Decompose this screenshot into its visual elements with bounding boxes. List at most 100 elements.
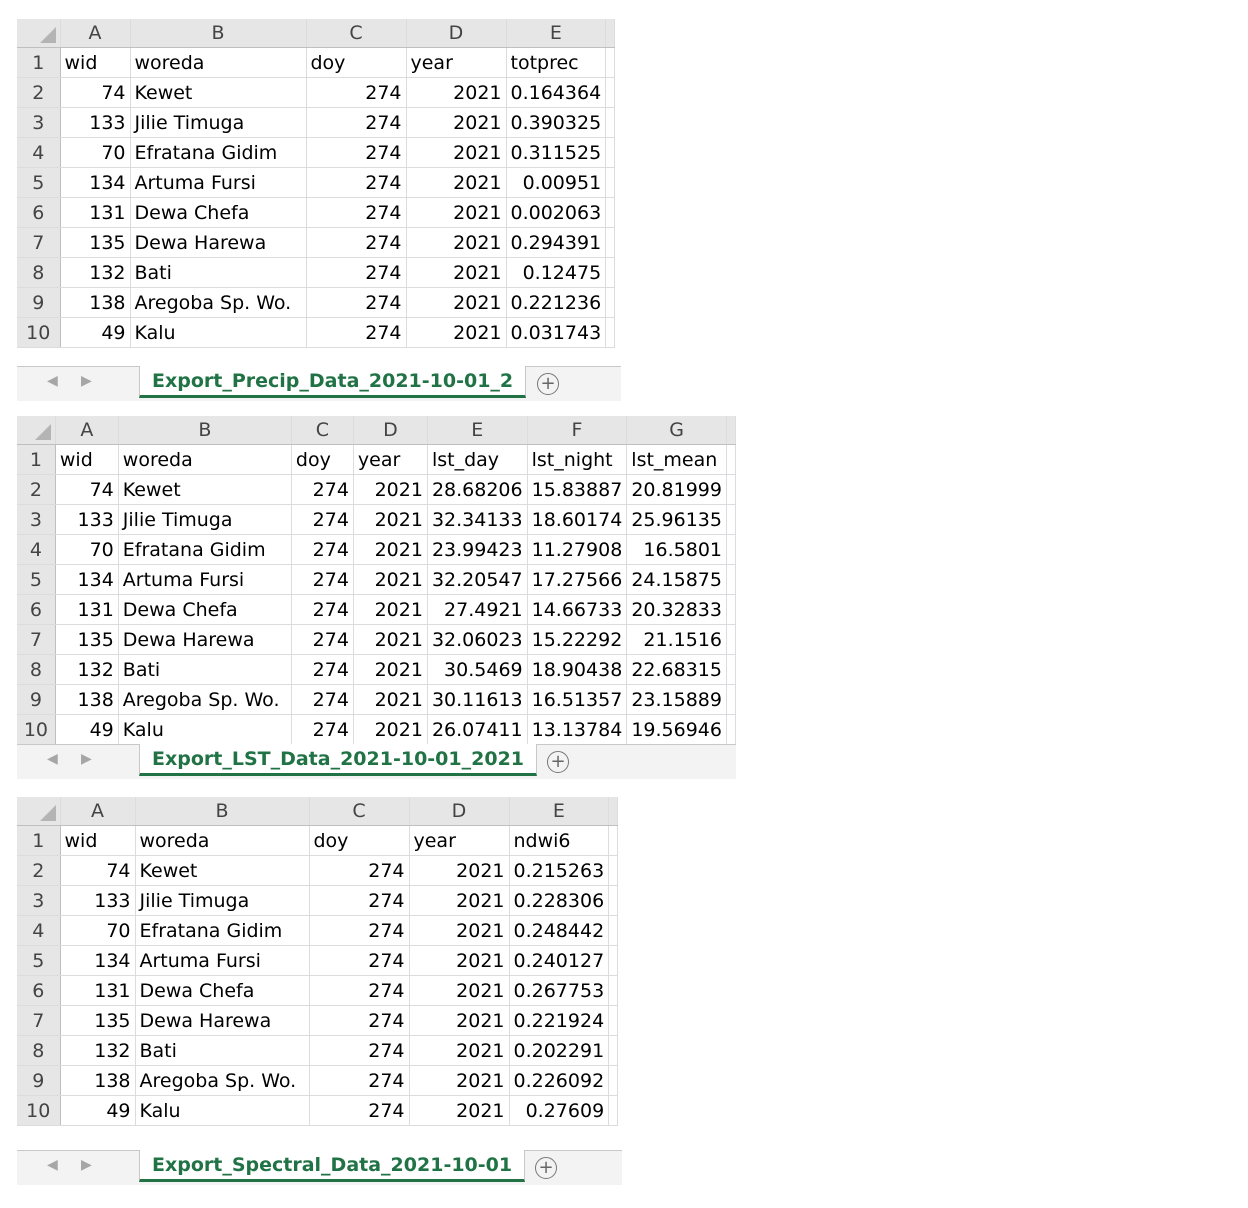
cell[interactable]: doy [306,47,407,78]
cell[interactable]: 274 [309,945,410,976]
cell[interactable]: 70 [60,137,131,168]
cell[interactable]: Dewa Chefa [130,197,307,228]
cell[interactable]: 0.002063 [506,197,607,228]
cell[interactable]: 274 [309,915,410,946]
cell[interactable]: 274 [306,227,407,258]
cell[interactable]: 2021 [353,534,428,565]
cell[interactable]: year [409,825,510,856]
cell[interactable]: 134 [55,564,119,595]
cell[interactable]: 30.5469 [427,654,528,685]
cell[interactable]: Dewa Chefa [135,975,310,1006]
cell[interactable]: 0.031743 [506,317,607,348]
cell[interactable]: 2021 [406,317,507,348]
cell[interactable]: 274 [306,317,407,348]
cell[interactable]: 2021 [353,654,428,685]
cell[interactable]: Bati [118,654,292,685]
cell[interactable]: 25.96135 [626,504,727,535]
cell[interactable]: 134 [60,945,136,976]
cell[interactable]: 74 [60,855,136,886]
cell[interactable]: 2021 [409,1095,510,1126]
row-header[interactable]: 2 [17,855,61,886]
cell[interactable]: 0.311525 [506,137,607,168]
row-header[interactable]: 10 [17,714,56,745]
cell[interactable]: 274 [306,77,407,108]
cell-empty[interactable] [726,594,736,625]
column-header[interactable]: B [135,797,310,826]
cell[interactable]: 2021 [353,624,428,655]
cell[interactable]: 21.1516 [626,624,727,655]
cell[interactable]: 2021 [353,564,428,595]
cell[interactable]: 274 [309,885,410,916]
column-header[interactable]: F [527,416,628,445]
cell-empty[interactable] [726,444,736,475]
row-header[interactable]: 7 [17,1005,61,1036]
cell[interactable]: 74 [60,77,131,108]
row-header[interactable]: 9 [17,684,56,715]
cell[interactable]: 16.5801 [626,534,727,565]
cell[interactable]: 2021 [406,227,507,258]
cell[interactable]: 27.4921 [427,594,528,625]
cell-empty[interactable] [605,77,616,108]
cell[interactable]: 32.34133 [427,504,528,535]
cell[interactable]: 2021 [406,77,507,108]
cell[interactable]: totprec [506,47,607,78]
cell[interactable]: 2021 [353,504,428,535]
cell-empty[interactable] [726,564,736,595]
row-header[interactable]: 5 [17,945,61,976]
cell[interactable]: 2021 [409,855,510,886]
cell[interactable]: 274 [306,197,407,228]
cell[interactable]: 0.27609 [509,1095,610,1126]
cell[interactable]: 274 [309,855,410,886]
cell[interactable]: 49 [55,714,119,745]
scroll-tabs-left-icon[interactable]: ◀ [47,373,58,389]
cell[interactable]: 28.68206 [427,474,528,505]
cell-empty[interactable] [726,534,736,565]
cell[interactable]: Artuma Fursi [130,167,307,198]
cell[interactable]: 13.13784 [527,714,628,745]
column-header[interactable]: B [118,416,292,445]
column-header[interactable]: E [506,19,607,48]
row-header[interactable]: 9 [17,1065,61,1096]
cell[interactable]: 0.226092 [509,1065,610,1096]
cell[interactable]: 0.00951 [506,167,607,198]
select-all-corner[interactable] [17,416,56,445]
column-header[interactable]: B [130,19,307,48]
cell[interactable]: 131 [55,594,119,625]
cell[interactable]: 2021 [406,107,507,138]
cell[interactable]: 0.221924 [509,1005,610,1036]
cell[interactable]: 0.215263 [509,855,610,886]
cell[interactable]: 2021 [406,197,507,228]
cell[interactable]: Bati [130,257,307,288]
cell[interactable]: Aregoba Sp. Wo. [135,1065,310,1096]
cell[interactable]: lst_night [527,444,628,475]
cell[interactable]: 49 [60,317,131,348]
cell[interactable]: 18.60174 [527,504,628,535]
cell[interactable]: 2021 [406,257,507,288]
row-header[interactable]: 1 [17,444,56,475]
cell-empty[interactable] [608,915,619,946]
cell[interactable]: 0.228306 [509,885,610,916]
cell-empty[interactable] [608,885,619,916]
cell-empty[interactable] [605,257,616,288]
column-header[interactable]: C [291,416,354,445]
row-header[interactable]: 10 [17,1095,61,1126]
cell[interactable]: 14.66733 [527,594,628,625]
column-header[interactable]: D [406,19,507,48]
cell[interactable]: 74 [55,474,119,505]
cell[interactable]: lst_day [427,444,528,475]
cell[interactable]: 2021 [409,945,510,976]
cell[interactable]: 274 [291,474,354,505]
cell[interactable]: Dewa Chefa [118,594,292,625]
cell-empty[interactable] [605,107,616,138]
cell[interactable]: wid [60,47,131,78]
cell[interactable]: 15.83887 [527,474,628,505]
cell[interactable]: 70 [55,534,119,565]
cell[interactable]: Aregoba Sp. Wo. [130,287,307,318]
cell-empty[interactable] [605,227,616,258]
cell[interactable]: 0.240127 [509,945,610,976]
cell[interactable]: 274 [306,257,407,288]
cell[interactable]: 2021 [409,975,510,1006]
cell[interactable]: 274 [291,564,354,595]
row-header[interactable]: 3 [17,107,61,138]
column-header[interactable]: D [409,797,510,826]
